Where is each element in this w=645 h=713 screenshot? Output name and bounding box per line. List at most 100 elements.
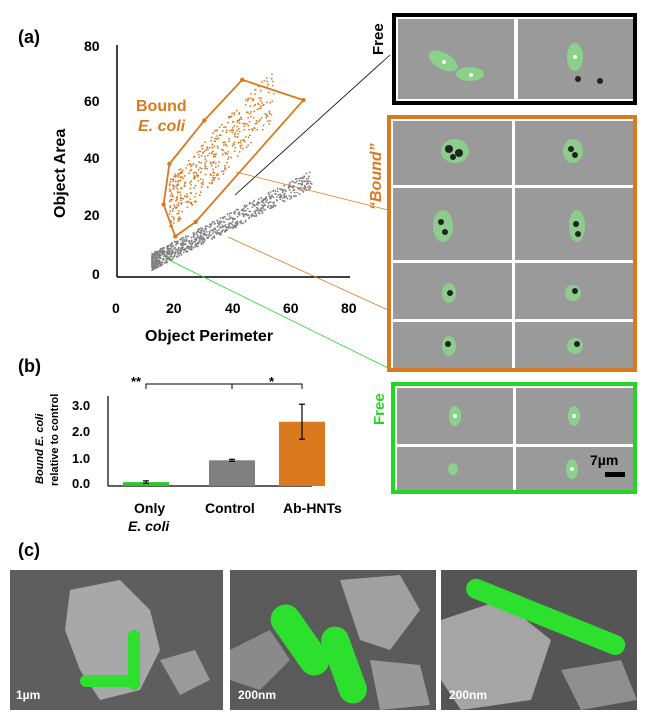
scatter-point-bound xyxy=(213,179,215,181)
scatter-point-free xyxy=(216,225,219,228)
scatter-point-bound xyxy=(233,133,236,136)
scatter-point-bound xyxy=(248,112,251,115)
scatter-point-bound xyxy=(179,172,182,175)
scatter-point-bound xyxy=(247,144,250,147)
scatter-point-free xyxy=(301,183,303,185)
scatter-xtick: 80 xyxy=(341,300,357,316)
scatter-point-bound xyxy=(212,162,214,164)
scatter-point-bound xyxy=(197,168,200,171)
scatter-point-free xyxy=(302,177,305,180)
scatter-point-bound xyxy=(221,130,224,132)
sig-mark-1: ** xyxy=(131,374,142,389)
scatter-point-bound xyxy=(237,141,240,144)
scatter-point-bound xyxy=(212,132,214,134)
scatter-point-bound xyxy=(193,186,196,189)
scatter-point-free xyxy=(211,229,214,232)
scatter-point-free xyxy=(293,189,296,191)
scatter-point-bound xyxy=(253,127,256,130)
scatter-point-free xyxy=(270,195,273,198)
scatter-point-bound xyxy=(190,192,193,195)
scatter-point-free xyxy=(151,255,153,257)
scatter-point-bound xyxy=(187,159,190,162)
scatter-point-free xyxy=(283,192,286,195)
scatter-point-bound xyxy=(176,213,179,215)
scatter-point-bound xyxy=(208,182,211,184)
scatter-point-free xyxy=(219,220,222,223)
scatter-point-free xyxy=(292,195,295,198)
scatter-point-bound xyxy=(210,182,213,185)
scatter-point-bound xyxy=(200,154,203,157)
scatter-point-bound xyxy=(267,83,270,86)
scatter-point-bound xyxy=(192,163,195,165)
scale-label-7um: 7µm xyxy=(590,452,619,468)
scatter-point-free xyxy=(201,228,204,230)
scatter-point-bound xyxy=(258,107,261,110)
scatter-point-bound xyxy=(265,77,268,79)
scatter-point-bound xyxy=(202,152,205,154)
scatter-point-bound xyxy=(172,185,175,187)
scatter-point-bound xyxy=(244,136,247,138)
scatter-point-free xyxy=(180,244,183,246)
scatter-point-bound xyxy=(270,113,273,116)
scatter-point-bound xyxy=(176,188,179,191)
scatter-point-free xyxy=(219,222,222,225)
scatter-point-free xyxy=(195,231,198,234)
bar-ytick: 1.0 xyxy=(72,451,91,466)
scatter-point-free xyxy=(177,248,179,251)
scatter-point-bound xyxy=(204,165,207,168)
scatter-point-free xyxy=(283,200,286,203)
bound-polygon-vertex xyxy=(301,97,306,103)
scatter-point-free xyxy=(269,200,272,203)
scatter-point-bound xyxy=(247,111,249,114)
scatter-point-free xyxy=(296,191,299,194)
scatter-point-bound xyxy=(265,113,268,116)
scatter-point-bound xyxy=(181,169,184,172)
scatter-point-bound xyxy=(189,198,192,201)
scatter-point-free xyxy=(261,201,264,204)
scatter-point-free xyxy=(192,232,195,234)
scatter-point-free xyxy=(307,177,310,180)
scatter-point-free xyxy=(262,204,265,207)
scatter-point-free xyxy=(171,241,173,244)
sem-image-2: 200nm xyxy=(230,570,436,710)
scatter-point-free xyxy=(234,225,237,228)
scatter-point-free xyxy=(264,204,267,207)
scatter-point-free xyxy=(166,245,169,248)
scatter-point-free xyxy=(202,236,205,239)
scatter-point-free xyxy=(210,222,213,225)
scatter-point-free xyxy=(228,217,231,220)
scatter-point-bound xyxy=(268,123,271,125)
scatter-point-bound xyxy=(227,156,230,159)
scatter-point-bound xyxy=(180,187,182,190)
scatter-point-free xyxy=(185,240,187,243)
scatter-point-bound xyxy=(259,107,262,110)
scatter-point-free xyxy=(252,214,255,217)
scatter-point-free xyxy=(224,230,226,233)
scatter-point-free xyxy=(246,204,248,207)
sem-image-1: 1µm xyxy=(10,570,223,710)
scatter-point-free xyxy=(266,206,269,209)
scatter-point-free xyxy=(242,214,245,217)
scatter-point-free xyxy=(308,185,311,188)
scatter-point-bound xyxy=(188,172,190,175)
scatter-point-free xyxy=(187,235,190,238)
scatter-point-free xyxy=(244,205,247,208)
scatter-point-free xyxy=(159,254,162,257)
scatter-point-free xyxy=(283,196,286,199)
scatter-point-bound xyxy=(232,143,235,145)
scatter-point-bound xyxy=(189,169,192,172)
scatter-point-bound xyxy=(177,209,180,212)
connector-free-bottom xyxy=(164,257,393,371)
scatter-point-bound xyxy=(168,188,171,191)
scatter-point-bound xyxy=(222,149,225,152)
scatter-point-free xyxy=(154,266,157,269)
scatter-point-bound xyxy=(228,129,231,132)
scatter-point-free xyxy=(216,232,218,235)
scatter-point-bound xyxy=(214,162,217,165)
scatter-point-free xyxy=(156,251,159,253)
scatter-point-free xyxy=(216,222,219,224)
scatter-point-bound xyxy=(245,111,248,114)
scatter-point-bound xyxy=(211,143,214,146)
scatter-point-bound xyxy=(271,100,274,103)
scatter-point-free xyxy=(246,207,249,210)
